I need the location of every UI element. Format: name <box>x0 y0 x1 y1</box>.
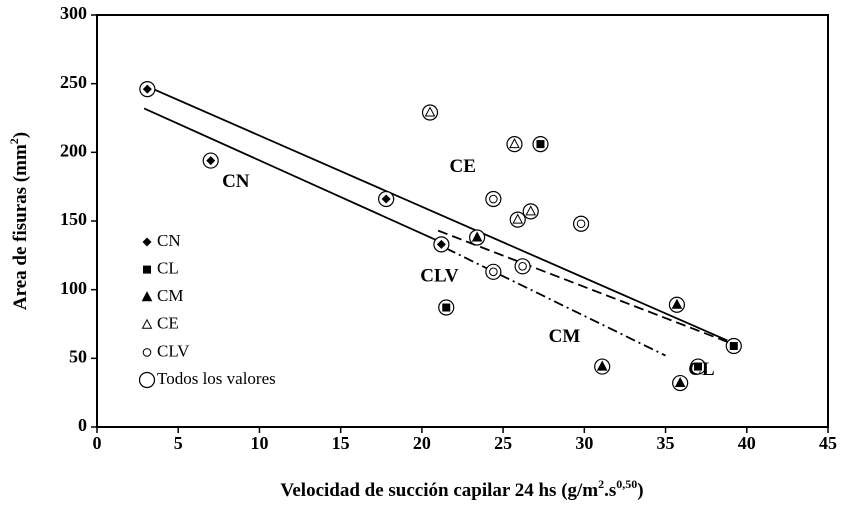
square-marker <box>729 341 738 350</box>
legend-label: CM <box>157 286 183 305</box>
square-marker <box>143 265 151 274</box>
y-tick-label: 250 <box>60 72 87 92</box>
x-tick-label: 40 <box>738 433 756 453</box>
x-tick-label: 45 <box>819 433 837 453</box>
y-tick-label: 150 <box>60 209 87 229</box>
annotation: CLV <box>420 266 459 287</box>
x-title-sup: 0,50 <box>616 477 637 491</box>
triangle-marker <box>674 376 686 388</box>
annotation: CL <box>688 359 714 380</box>
annotation: CN <box>222 171 250 192</box>
triangle-marker <box>141 318 153 329</box>
legend-label: Todos los valores <box>157 369 276 388</box>
diamond-marker <box>436 239 446 249</box>
trend-line <box>437 229 728 343</box>
diamond-marker <box>381 194 391 204</box>
triangle-marker <box>424 106 436 117</box>
y-tick-label: 200 <box>60 140 87 160</box>
x-tick-label: 0 <box>93 433 102 453</box>
triangle-marker <box>509 138 520 149</box>
x-tick-label: 35 <box>657 433 675 453</box>
x-axis-title: Velocidad de succión capilar 24 hs (g/m2… <box>280 477 643 502</box>
legend-label: CLV <box>157 341 190 360</box>
trend-line <box>143 84 728 342</box>
plot-frame <box>96 14 829 428</box>
x-tick-label: 25 <box>494 433 512 453</box>
square-marker <box>694 362 703 371</box>
trend-line <box>143 107 437 242</box>
trend-line <box>445 247 666 357</box>
circle-marker <box>489 194 498 204</box>
triangle-marker <box>525 205 537 216</box>
x-tick-label: 5 <box>174 433 183 453</box>
x-title-sup: 2 <box>598 477 604 491</box>
x-tick-label: 10 <box>250 433 268 453</box>
y-title-sup: 2 <box>7 138 21 144</box>
legend-label: CN <box>157 231 181 250</box>
y-tick-label: 0 <box>78 415 87 435</box>
triangle-marker <box>671 298 683 309</box>
legend-label: CL <box>157 259 179 278</box>
diamond-marker <box>142 84 152 94</box>
y-title-part: ) <box>10 132 31 138</box>
triangle-marker <box>512 213 524 224</box>
legend-label: CE <box>157 314 179 333</box>
triangle-marker <box>596 360 608 371</box>
circle-marker <box>518 262 527 271</box>
circle-marker <box>142 348 152 357</box>
square-marker <box>442 303 451 312</box>
triangle-marker <box>471 231 483 242</box>
x-tick-label: 15 <box>332 433 350 453</box>
diamond-marker <box>206 156 216 166</box>
x-title-part: ) <box>637 480 643 501</box>
circle-marker <box>576 219 586 229</box>
circle-marker <box>489 267 498 277</box>
x-title-part: Velocidad de succión capilar 24 hs (g/m <box>280 480 598 501</box>
y-tick-label: 100 <box>60 278 87 298</box>
x-tick-label: 20 <box>413 433 431 453</box>
triangle-marker <box>141 291 153 302</box>
big-circle-marker <box>138 371 156 389</box>
annotation: CE <box>450 156 476 177</box>
annotation: CM <box>549 326 581 347</box>
square-marker <box>536 140 545 149</box>
y-tick-label: 50 <box>69 346 87 366</box>
x-tick-label: 30 <box>575 433 593 453</box>
y-title-part: Area de fisuras (mm <box>10 144 31 310</box>
y-axis-title: Area de fisuras (mm2) <box>7 132 32 310</box>
diamond-marker <box>142 237 152 247</box>
y-tick-label: 300 <box>60 3 87 23</box>
x-title-part: .s <box>604 480 616 501</box>
